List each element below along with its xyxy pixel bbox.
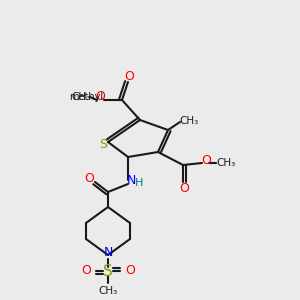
Text: O: O — [124, 70, 134, 83]
Text: O: O — [179, 182, 189, 194]
Text: O: O — [81, 265, 91, 278]
Text: CH₃: CH₃ — [98, 286, 118, 296]
Text: methyl: methyl — [69, 92, 103, 102]
Text: S: S — [99, 139, 107, 152]
Text: O: O — [84, 172, 94, 185]
Text: CH₃: CH₃ — [71, 92, 91, 102]
Text: CH₃: CH₃ — [216, 158, 236, 168]
Text: N: N — [103, 247, 113, 260]
Text: O: O — [125, 265, 135, 278]
Text: O: O — [201, 154, 211, 166]
Text: S: S — [103, 263, 113, 278]
Text: O: O — [95, 91, 105, 103]
Text: N: N — [126, 175, 136, 188]
Text: CH₃: CH₃ — [179, 116, 199, 126]
Text: H: H — [135, 178, 143, 188]
